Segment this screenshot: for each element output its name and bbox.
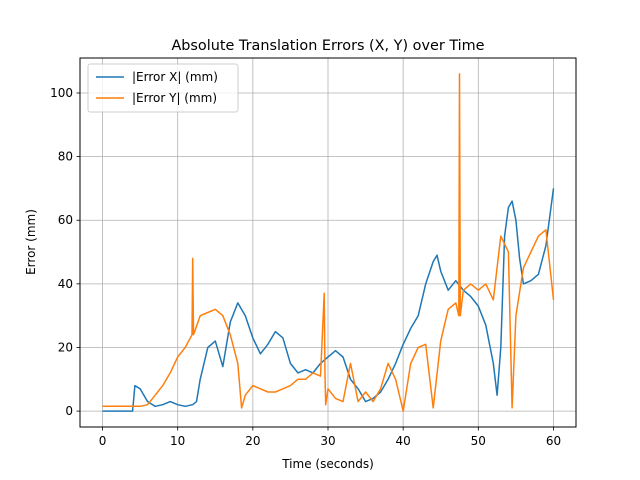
y-tick-label: 60 [58,213,73,227]
x-tick-label: 40 [396,434,411,448]
legend-label: |Error X| (mm) [132,70,218,84]
x-axis-label: Time (seconds) [281,457,374,471]
y-tick-label: 0 [65,404,73,418]
y-axis-label: Error (mm) [24,209,38,275]
x-tick-label: 0 [99,434,107,448]
legend: |Error X| (mm) |Error Y| (mm) [87,63,239,113]
x-tick-label: 30 [320,434,335,448]
y-tick-label: 40 [58,277,73,291]
series-layer [102,73,555,412]
y-tick-label: 100 [50,86,73,100]
legend-label: |Error Y| (mm) [132,91,217,105]
tick-layer: 0 10 20 30 40 50 60 0 20 40 60 80 100 [50,86,561,448]
y-tick-label: 20 [58,340,73,354]
grid-layer [80,58,576,427]
series-line-1 [102,188,555,412]
chart-title: Absolute Translation Errors (X, Y) over … [171,38,484,54]
x-tick-label: 50 [471,434,486,448]
x-tick-label: 20 [245,434,260,448]
x-tick-label: 60 [546,434,561,448]
y-tick-label: 80 [58,150,73,164]
legend-box [87,63,239,113]
series-line-2 [102,73,555,412]
x-tick-label: 10 [170,434,185,448]
